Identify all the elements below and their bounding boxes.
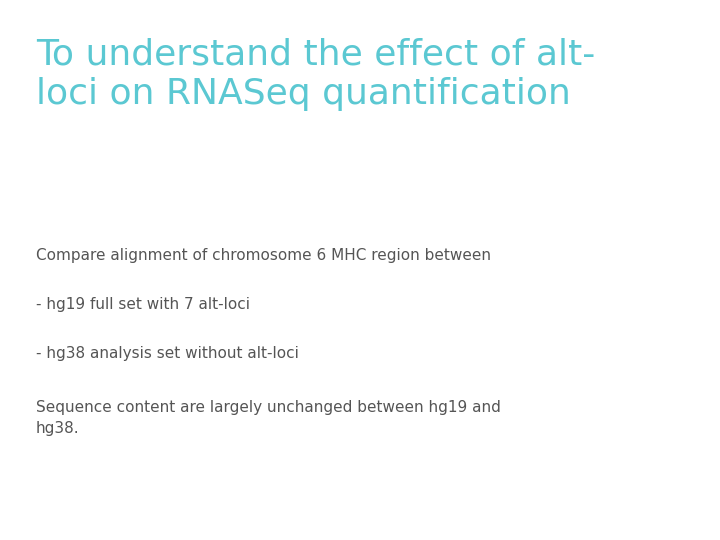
Text: - hg19 full set with 7 alt-loci: - hg19 full set with 7 alt-loci bbox=[36, 297, 250, 312]
Text: Compare alignment of chromosome 6 MHC region between: Compare alignment of chromosome 6 MHC re… bbox=[36, 248, 491, 264]
Text: Sequence content are largely unchanged between hg19 and
hg38.: Sequence content are largely unchanged b… bbox=[36, 400, 501, 436]
Text: - hg38 analysis set without alt-loci: - hg38 analysis set without alt-loci bbox=[36, 346, 299, 361]
Text: To understand the effect of alt-
loci on RNASeq quantification: To understand the effect of alt- loci on… bbox=[36, 38, 595, 111]
